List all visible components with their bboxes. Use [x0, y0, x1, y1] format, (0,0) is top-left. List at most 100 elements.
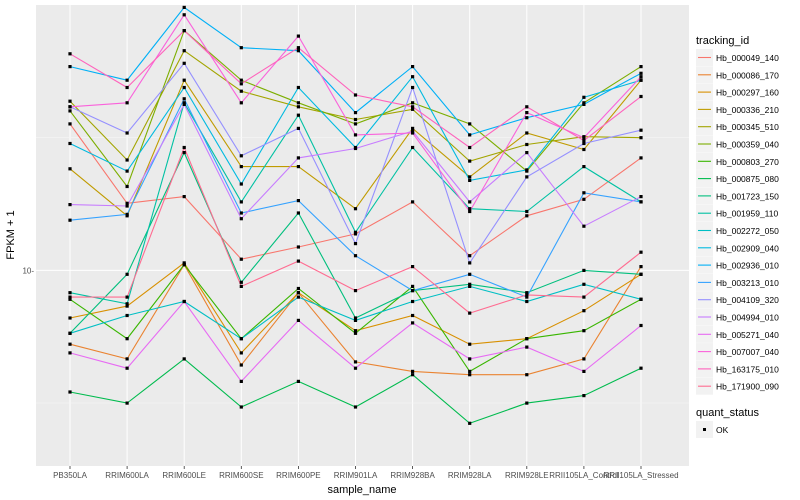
- data-point: [411, 265, 415, 269]
- data-point: [582, 95, 586, 99]
- data-point: [582, 282, 586, 286]
- data-point: [411, 321, 415, 325]
- data-point: [125, 201, 129, 205]
- legend-label: Hb_002936_010: [716, 261, 779, 271]
- data-point: [468, 272, 472, 276]
- data-point: [68, 331, 72, 335]
- data-point: [68, 316, 72, 320]
- data-point: [411, 105, 415, 109]
- data-point: [582, 191, 586, 195]
- x-tick-label: RRIM901LA: [334, 471, 378, 480]
- data-point: [525, 299, 529, 304]
- data-point: [411, 289, 415, 293]
- data-point: [582, 197, 586, 201]
- data-point: [353, 207, 358, 211]
- data-point: [582, 102, 586, 106]
- data-point: [639, 323, 643, 328]
- data-point: [582, 101, 586, 105]
- data-point: [125, 169, 129, 173]
- data-point: [468, 342, 472, 346]
- data-point: [239, 89, 243, 93]
- data-point: [353, 254, 358, 258]
- data-point: [239, 200, 243, 204]
- data-point: [125, 304, 129, 308]
- data-point: [411, 284, 415, 288]
- x-tick-label: RRIM928LE: [505, 471, 549, 480]
- data-point: [411, 313, 415, 318]
- data-point: [296, 286, 300, 291]
- legend-label: Hb_000086_170: [716, 70, 779, 80]
- data-point: [639, 195, 643, 199]
- data-point: [125, 313, 129, 318]
- data-point: [182, 97, 186, 101]
- data-point: [125, 85, 129, 90]
- data-point: [353, 289, 358, 293]
- x-tick-label: RRIM600LA: [105, 471, 149, 480]
- data-point: [353, 316, 358, 320]
- legend-label: Hb_004994_010: [716, 313, 779, 323]
- data-point: [68, 141, 72, 146]
- data-point: [239, 351, 243, 355]
- data-point: [296, 46, 300, 50]
- data-point: [525, 401, 529, 405]
- legend-label: Hb_000875_080: [716, 174, 779, 184]
- data-point: [68, 122, 72, 126]
- data-point: [296, 291, 300, 295]
- data-point: [182, 102, 186, 106]
- legend-label: Hb_000359_040: [716, 140, 779, 150]
- data-point: [125, 302, 129, 306]
- data-point: [239, 154, 243, 158]
- data-point: [68, 351, 72, 355]
- data-point: [468, 159, 472, 163]
- data-point: [296, 245, 300, 249]
- data-point: [468, 421, 472, 425]
- data-point: [582, 224, 586, 228]
- data-point: [582, 165, 586, 169]
- data-point: [182, 49, 186, 53]
- data-point: [525, 293, 529, 297]
- data-point: [239, 78, 243, 82]
- plot-panel: [36, 5, 689, 466]
- data-point: [182, 357, 186, 361]
- data-point: [639, 272, 643, 276]
- data-point: [468, 200, 472, 204]
- data-point: [239, 165, 243, 169]
- data-point: [125, 272, 129, 276]
- data-point: [525, 295, 529, 299]
- legend-label: Hb_002909_040: [716, 243, 779, 253]
- legend-label: Hb_000297_160: [716, 88, 779, 98]
- data-point: [125, 366, 129, 370]
- data-point: [353, 360, 358, 364]
- data-point: [296, 156, 300, 160]
- data-point: [296, 34, 300, 38]
- data-point: [68, 99, 72, 103]
- data-point: [182, 13, 186, 17]
- data-point: [68, 109, 72, 113]
- data-point: [353, 318, 358, 322]
- data-point: [296, 211, 300, 215]
- data-point: [582, 136, 586, 140]
- legend-label: Hb_163175_010: [716, 364, 779, 374]
- data-point: [525, 116, 529, 120]
- data-point: [582, 141, 586, 146]
- data-point: [525, 111, 529, 115]
- data-point: [182, 78, 186, 82]
- data-point: [182, 195, 186, 199]
- data-point: [239, 280, 243, 284]
- data-point: [411, 129, 415, 133]
- data-point: [525, 373, 529, 377]
- data-point: [582, 394, 586, 398]
- data-point: [182, 85, 186, 90]
- data-point: [639, 78, 643, 82]
- data-point: [182, 145, 186, 150]
- data-point: [353, 122, 358, 126]
- data-point: [525, 214, 529, 218]
- data-point: [639, 265, 643, 269]
- data-point: [525, 105, 529, 109]
- data-point: [582, 139, 586, 143]
- data-point: [353, 93, 358, 97]
- x-axis: PB350LA RRIM600LA RRIM600LE RRIM600SE RRIM60…: [53, 466, 679, 480]
- data-point: [125, 295, 129, 299]
- data-point: [525, 345, 529, 349]
- legend-label: Hb_171900_090: [716, 382, 779, 392]
